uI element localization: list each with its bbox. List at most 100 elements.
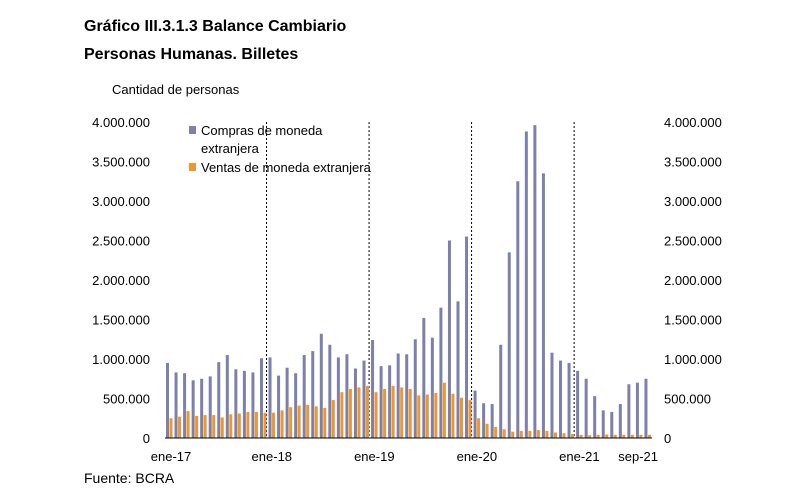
bar-ventas: [519, 430, 523, 438]
bar-ventas: [289, 407, 293, 438]
source-note: Fuente: BCRA: [84, 470, 175, 486]
bar-ventas: [263, 412, 267, 438]
bar-compras: [601, 410, 605, 438]
x-tick-label: ene-17: [151, 449, 191, 464]
bar-ventas: [306, 404, 310, 438]
bar-ventas: [186, 411, 190, 438]
bar-ventas: [502, 429, 506, 438]
right-y-tick-label: 500.000: [664, 392, 711, 407]
left-y-tick-label: 3.000.000: [92, 194, 150, 209]
bar-compras: [259, 358, 263, 438]
left-y-tick-label: 2.500.000: [92, 234, 150, 249]
bar-ventas: [459, 397, 463, 438]
left-y-tick-label: 4.000.000: [92, 115, 150, 130]
bar-ventas: [468, 400, 472, 438]
bar-ventas: [220, 417, 224, 438]
bar-compras: [371, 340, 375, 438]
bar-compras: [559, 360, 563, 438]
legend: Compras de moneda extranjera Ventas de mon…: [189, 123, 372, 175]
bar-compras: [507, 252, 511, 438]
legend-label-compras-line2: extranjera: [201, 141, 260, 156]
bar-ventas: [494, 426, 498, 438]
bar-compras: [618, 404, 622, 438]
bar-compras: [567, 362, 571, 438]
bar-ventas: [314, 406, 318, 438]
bar-compras: [499, 344, 503, 438]
bar-compras: [516, 181, 520, 438]
chart-title-line2: Personas Humanas. Billetes: [84, 46, 299, 63]
x-tick-label: ene-19: [354, 449, 394, 464]
bar-ventas: [408, 389, 412, 438]
bar-compras: [388, 365, 392, 438]
bar-compras: [328, 344, 332, 438]
bar-compras: [430, 337, 434, 438]
bar-compras: [456, 301, 460, 438]
bar-ventas: [579, 434, 583, 438]
right-y-tick-label: 3.500.000: [664, 155, 722, 170]
bar-ventas: [639, 434, 643, 438]
bar-compras: [234, 369, 238, 438]
bar-compras: [447, 240, 451, 438]
bar-ventas: [340, 392, 344, 438]
left-y-tick-label: 1.000.000: [92, 352, 150, 367]
bar-compras: [541, 173, 545, 438]
right-y-tick-label: 4.000.000: [664, 115, 722, 130]
bar-ventas: [425, 394, 429, 438]
bar-compras: [362, 360, 366, 438]
bars: [166, 125, 651, 439]
bar-compras: [610, 411, 614, 438]
right-y-tick-label: 0: [664, 431, 671, 446]
chart-title-line1: Gráfico III.3.1.3 Balance Cambiario: [84, 18, 347, 35]
bar-ventas: [391, 385, 395, 438]
bar-ventas: [331, 400, 335, 438]
bar-compras: [277, 375, 281, 438]
bar-ventas: [588, 435, 592, 438]
right-y-tick-label: 3.000.000: [664, 194, 722, 209]
bar-compras: [345, 354, 349, 438]
year-dividers: [266, 122, 575, 438]
bar-ventas: [630, 434, 634, 438]
bar-ventas: [417, 395, 421, 438]
bar-compras: [576, 370, 580, 438]
x-tick-labels: ene-17 ene-18 ene-19 ene-20 ene-21 sep-21: [151, 449, 658, 464]
bar-compras: [593, 396, 597, 438]
bar-compras: [242, 370, 246, 438]
legend-swatch-compras: [189, 126, 196, 134]
bar-ventas: [169, 418, 173, 438]
bar-ventas: [451, 393, 455, 438]
bar-compras: [285, 367, 289, 438]
bar-compras: [413, 339, 417, 438]
bar-ventas: [366, 385, 370, 438]
bar-ventas: [442, 382, 446, 438]
bar-compras: [524, 131, 528, 439]
bar-ventas: [553, 432, 557, 438]
right-y-tick-label: 2.500.000: [664, 234, 722, 249]
bar-compras: [627, 384, 631, 438]
bar-compras: [490, 404, 494, 438]
right-y-tick-labels: 0 500.000 1.000.000 1.500.000 2.000.000 2.500…: [664, 115, 722, 446]
bar-ventas: [477, 418, 481, 438]
bar-ventas: [605, 434, 609, 438]
bar-compras: [294, 373, 298, 438]
bar-ventas: [178, 416, 182, 438]
x-tick-label: sep-21: [618, 449, 658, 464]
x-tick-label: ene-21: [559, 449, 599, 464]
bar-compras: [396, 353, 400, 438]
bar-ventas: [562, 433, 566, 438]
bar-ventas: [647, 434, 651, 438]
bar-ventas: [229, 414, 233, 438]
bar-ventas: [400, 387, 404, 438]
bar-compras: [379, 366, 383, 438]
bar-compras: [200, 378, 204, 438]
left-y-tick-label: 2.000.000: [92, 273, 150, 288]
bar-compras: [191, 380, 195, 438]
bar-compras: [302, 355, 306, 438]
bar-ventas: [613, 434, 617, 438]
bar-ventas: [357, 387, 361, 438]
bar-ventas: [237, 413, 241, 438]
bar-ventas: [374, 392, 378, 438]
bar-ventas: [272, 412, 276, 438]
bar-compras: [268, 357, 272, 438]
bar-compras: [208, 376, 212, 438]
